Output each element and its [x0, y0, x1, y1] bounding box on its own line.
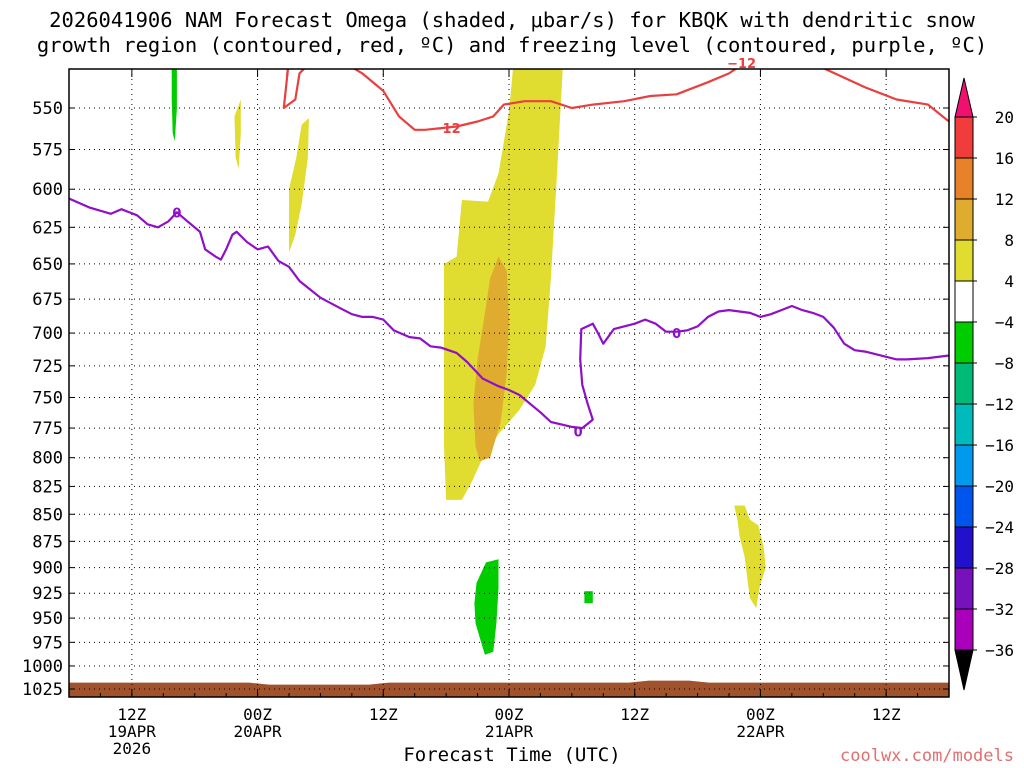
- colorbar-top-arrow: [954, 77, 974, 118]
- y-tick-label: 1000: [22, 657, 63, 677]
- contour-label: 0: [672, 327, 681, 342]
- colorbar-swatch: [954, 567, 974, 610]
- x-tick-label: 00Z: [243, 705, 272, 724]
- colorbar-swatch: [954, 280, 974, 323]
- colorbar-swatch: [954, 239, 974, 282]
- y-tick-label: 575: [32, 140, 63, 160]
- colorbar-swatch: [954, 321, 974, 364]
- y-tick-label: 775: [32, 419, 63, 439]
- omega-shading: [171, 69, 766, 655]
- y-tick-label: 700: [32, 324, 63, 344]
- omega-region-2: [234, 99, 241, 169]
- colorbar-label: 12: [995, 190, 1014, 209]
- colorbar-label: 16: [995, 149, 1014, 168]
- contour-label: −12: [432, 122, 461, 137]
- x-tick-year: 2026: [113, 739, 152, 758]
- colorbar-label: −36: [985, 641, 1014, 660]
- contour-label: −12: [727, 57, 756, 72]
- colorbar-swatch: [954, 526, 974, 569]
- y-tick-label: 800: [32, 449, 63, 469]
- colorbar-label: −20: [985, 477, 1014, 496]
- y-tick-label: 950: [32, 609, 63, 629]
- colorbar-swatch: [954, 485, 974, 528]
- colorbar-label: −12: [985, 395, 1014, 414]
- x-tick-label: 12Z: [369, 705, 398, 724]
- x-tick-date: 21APR: [485, 722, 534, 741]
- colorbar: 20 16 12 8 4 −4 −8 −12 −16 −20 −24 −28 −32 −36: [954, 77, 1014, 691]
- colorbar-label: −28: [985, 559, 1014, 578]
- x-tick-label: 00Z: [495, 705, 524, 724]
- colorbar-label: −32: [985, 600, 1014, 619]
- colorbar-swatch: [954, 198, 974, 241]
- colorbar-label: −24: [985, 518, 1014, 537]
- omega-region-1: [473, 256, 509, 462]
- credit-text: coolwx.com/models: [840, 746, 1014, 766]
- contour-minus12: [282, 69, 949, 131]
- y-tick-label: 850: [32, 505, 63, 525]
- x-tick-label: 00Z: [746, 705, 775, 724]
- colorbar-label: −8: [995, 354, 1014, 373]
- chart-title: 2026041906 NAM Forecast Omega (shaded, μ…: [0, 8, 1024, 58]
- y-tick-label: 925: [32, 584, 63, 604]
- colorbar-label: 4: [1004, 272, 1014, 291]
- colorbar-swatch: [954, 403, 974, 446]
- y-tick-label: 1025: [22, 680, 63, 700]
- title-line-2: growth region (contoured, red, ºC) and f…: [36, 33, 988, 57]
- contour-label: 0: [574, 426, 583, 441]
- x-axis-label: Forecast Time (UTC): [403, 744, 621, 766]
- colorbar-swatch: [954, 362, 974, 405]
- colorbar-label: 8: [1004, 231, 1014, 250]
- omega-region-7: [584, 591, 593, 604]
- y-tick-label: 900: [32, 559, 63, 579]
- y-tick-label: 825: [32, 477, 63, 497]
- y-tick-label: 550: [32, 99, 63, 119]
- omega-region-3: [289, 118, 309, 253]
- y-tick-label: 600: [32, 180, 63, 200]
- contour-label: 0: [172, 206, 181, 221]
- contour-lines: [69, 69, 949, 430]
- x-tick-label: 12Z: [872, 705, 901, 724]
- colorbar-bottom-arrow: [954, 649, 974, 691]
- contour-freezing-level: [69, 197, 949, 430]
- omega-region-5: [171, 69, 177, 142]
- y-tick-label: 875: [32, 532, 63, 552]
- omega-region-4: [734, 505, 766, 609]
- y-tick-label: 650: [32, 255, 63, 275]
- omega-region-6: [474, 559, 499, 655]
- colorbar-label: −4: [995, 313, 1014, 332]
- y-tick-label: 675: [32, 290, 63, 310]
- y-tick-label: 750: [32, 388, 63, 408]
- colorbar-swatch: [954, 608, 974, 651]
- x-tick-date: 20APR: [233, 722, 282, 741]
- colorbar-swatch: [954, 444, 974, 487]
- title-line-1: 2026041906 NAM Forecast Omega (shaded, μ…: [49, 8, 975, 32]
- y-tick-label: 725: [32, 357, 63, 377]
- x-tick-label: 12Z: [117, 705, 146, 724]
- y-tick-label: 975: [32, 633, 63, 653]
- colorbar-swatch: [954, 116, 974, 159]
- colorbar-label: −16: [985, 436, 1014, 455]
- x-tick-date: 22APR: [736, 722, 785, 741]
- colorbar-label: 20: [995, 108, 1014, 127]
- colorbar-swatch: [954, 157, 974, 200]
- x-tick-label: 12Z: [620, 705, 649, 724]
- contour-labels: −12 −12 0 0 0: [172, 57, 756, 441]
- y-tick-label: 625: [32, 218, 63, 238]
- y-axis: 550 575 600 625 650 675 700 725 750 775 800 825 850 8…: [22, 99, 949, 700]
- x-tick-date: 19APR: [108, 722, 157, 741]
